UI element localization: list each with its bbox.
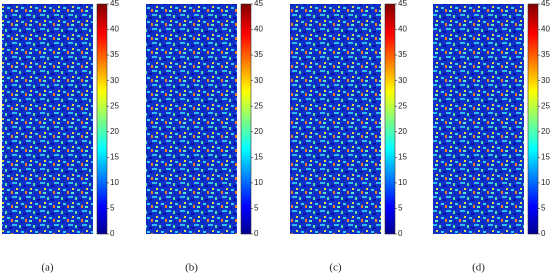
colorbar-tick-label: 20: [541, 127, 550, 136]
colorbar-tick-label: 45: [110, 0, 119, 8]
colorbar-tick-label: 5: [110, 204, 115, 213]
colorbar-tick-label: 25: [254, 101, 263, 110]
colorbar-tick-label: 15: [541, 152, 550, 161]
colorbar-tick-label: 35: [254, 50, 263, 59]
colorbar-tick-label: 0: [541, 229, 546, 238]
colorbar: [240, 3, 252, 235]
colorbar-tick-label: 10: [110, 178, 119, 187]
colorbar: [527, 3, 539, 235]
heatmap-image: [290, 4, 381, 234]
colorbar-tick-label: 0: [254, 229, 259, 238]
colorbar-tick-label: 5: [254, 204, 259, 213]
colorbar-tick-label: 15: [110, 152, 119, 161]
colorbar-tick-label: 45: [541, 0, 550, 8]
colorbar-tick-label: 30: [541, 76, 550, 85]
colorbar-tick-label: 30: [254, 76, 263, 85]
colorbar-tick-label: 5: [398, 204, 403, 213]
colorbar-tick-label: 35: [110, 50, 119, 59]
colorbar-tick-label: 15: [254, 152, 263, 161]
panel-caption: (d): [472, 262, 485, 274]
colorbar: [384, 3, 396, 235]
colorbar-tick-label: 25: [110, 101, 119, 110]
colorbar-tick-label: 40: [110, 25, 119, 34]
colorbar-tick-label: 40: [254, 25, 263, 34]
heatmap-image: [2, 4, 93, 234]
colorbar-tick-label: 35: [541, 50, 550, 59]
panel-caption: (a): [41, 262, 54, 274]
colorbar-tick-label: 35: [398, 50, 407, 59]
colorbar-tick-label: 0: [398, 229, 403, 238]
colorbar: [96, 3, 108, 235]
heatmap-image: [433, 4, 524, 234]
colorbar-tick-label: 20: [110, 127, 119, 136]
colorbar-tick-label: 45: [254, 0, 263, 8]
colorbar-tick-label: 10: [398, 178, 407, 187]
heatmap-image: [146, 4, 237, 234]
panel-caption: (b): [185, 262, 198, 274]
colorbar-tick-label: 10: [254, 178, 263, 187]
colorbar-tick-label: 10: [541, 178, 550, 187]
colorbar-tick-label: 30: [398, 76, 407, 85]
colorbar-tick-label: 0: [110, 229, 115, 238]
panel-caption: (c): [329, 262, 342, 274]
colorbar-tick-label: 20: [398, 127, 407, 136]
colorbar-tick-label: 25: [398, 101, 407, 110]
colorbar-tick-label: 5: [541, 204, 546, 213]
colorbar-tick-label: 20: [254, 127, 263, 136]
colorbar-tick-label: 25: [541, 101, 550, 110]
colorbar-tick-label: 15: [398, 152, 407, 161]
colorbar-tick-label: 40: [398, 25, 407, 34]
colorbar-tick-label: 30: [110, 76, 119, 85]
colorbar-tick-label: 40: [541, 25, 550, 34]
colorbar-tick-label: 45: [398, 0, 407, 8]
